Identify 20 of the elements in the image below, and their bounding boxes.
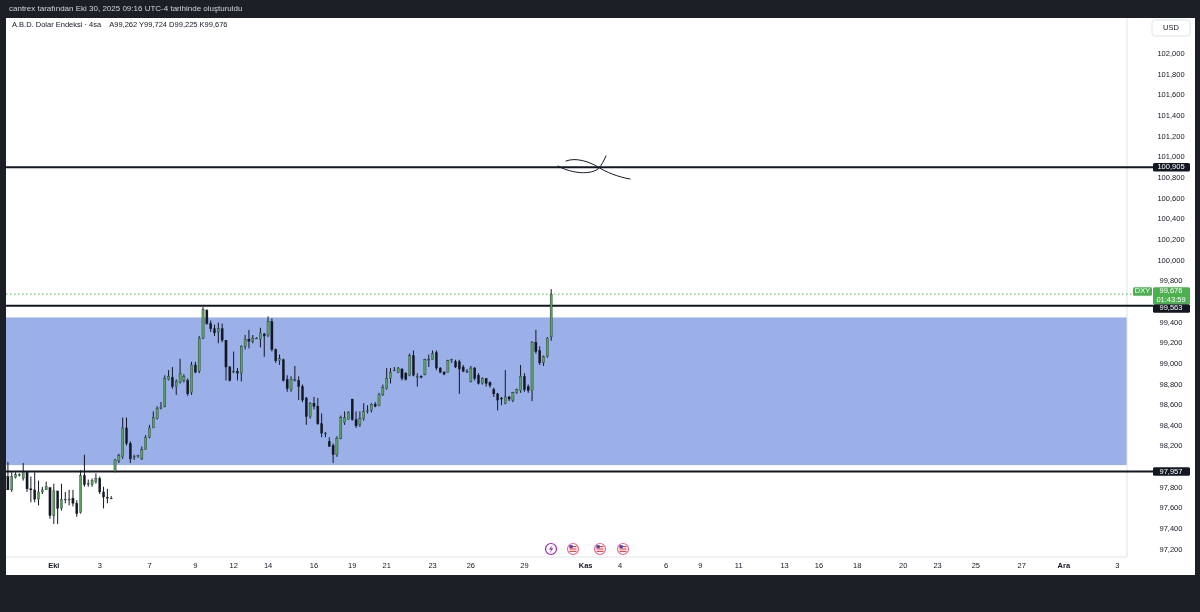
candlestick [435, 349, 438, 371]
candlestick [171, 366, 174, 390]
candlestick [331, 442, 335, 464]
candlestick [29, 475, 33, 503]
candlestick [458, 359, 461, 395]
candlestick [488, 380, 492, 389]
text: cantrex tarafından Eki 30, 2025 09:16 UTC-4 tarihinde oluşturuldu [9, 4, 243, 14]
candlestick [217, 322, 220, 344]
candlestick [297, 375, 300, 401]
candlestick [37, 480, 40, 506]
candlestick [60, 483, 63, 512]
candlestick [67, 489, 71, 506]
candlestick [412, 349, 415, 377]
candlestick [523, 372, 526, 393]
candlestick [56, 490, 59, 525]
candlestick [504, 369, 507, 405]
candlestick [247, 329, 251, 349]
candlestick [259, 327, 262, 348]
candlestick [519, 364, 522, 394]
candlestick [416, 372, 419, 388]
